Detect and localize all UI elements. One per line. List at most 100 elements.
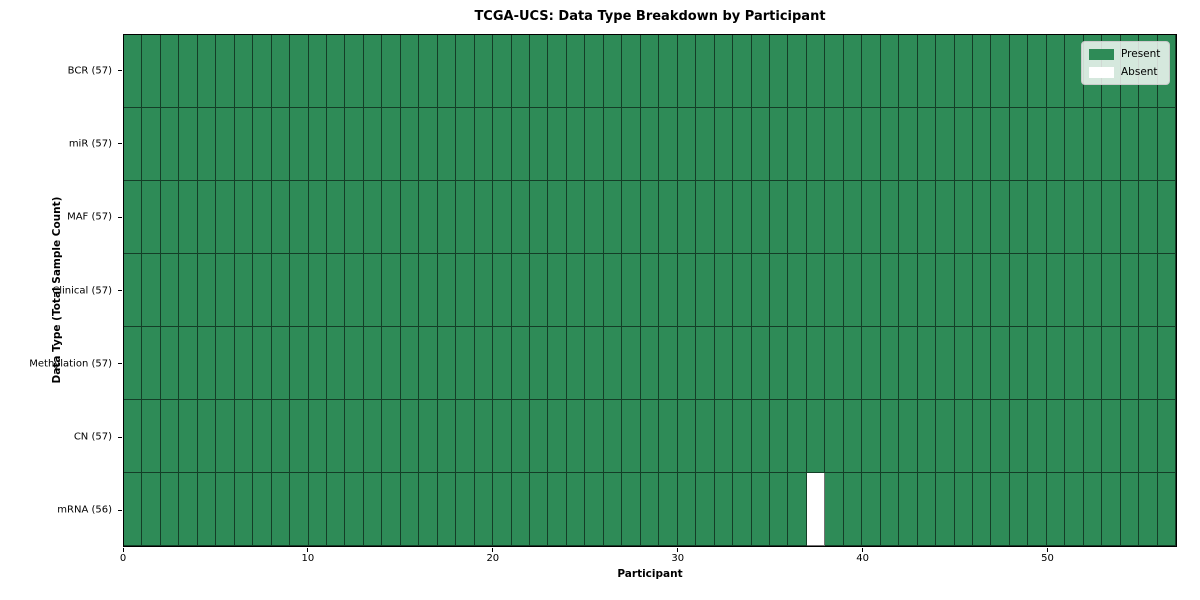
heatmap-cell [1120,473,1140,546]
heatmap-cell [622,108,641,181]
heatmap-cell [917,327,937,400]
heatmap-cell [714,108,734,181]
heatmap-cell [991,327,1010,400]
heatmap-cell [603,35,623,108]
heatmap-cell [474,473,494,546]
heatmap-cell [585,327,604,400]
heatmap-cell [936,35,955,108]
heatmap-cell [363,35,383,108]
heatmap-cell [197,181,217,254]
heatmap-cell [511,254,531,327]
heatmap-cell [677,400,697,473]
heatmap-cell [290,400,309,473]
heatmap-cell [696,108,715,181]
heatmap-cell [308,35,328,108]
heatmap-cell [1139,400,1158,473]
heatmap-cell [936,108,955,181]
x-tick-label: 50 [1041,553,1054,564]
heatmap-cell [1120,108,1140,181]
heatmap-cell [954,108,973,181]
heatmap-cell [1065,254,1084,327]
heatmap-cell [917,35,937,108]
heatmap-cell [511,327,531,400]
heatmap-cell [1157,108,1176,181]
heatmap-cell [954,473,973,546]
heatmap-cell [677,35,697,108]
heatmap-cell [806,327,826,400]
heatmap-cell [530,327,549,400]
legend-swatch-absent-icon [1089,66,1114,78]
heatmap-cell [548,35,567,108]
heatmap-cell [880,327,900,400]
heatmap-cell [659,35,678,108]
heatmap-cell [566,327,586,400]
heatmap-cell [1046,400,1066,473]
heatmap-cell [880,473,900,546]
heatmap-cell [456,400,475,473]
heatmap-cell [1065,181,1084,254]
heatmap-cell [769,473,789,546]
heatmap-cell [142,400,161,473]
heatmap-cell [1139,108,1158,181]
heatmap-cell [400,181,420,254]
heatmap-cell [991,473,1010,546]
heatmap-cell [622,327,641,400]
heatmap-cell [677,327,697,400]
legend-label-absent: Absent [1121,66,1158,78]
y-tick-mark [118,143,122,145]
heatmap-cell [1083,473,1103,546]
heatmap-cell [160,473,180,546]
heatmap-cell [1120,254,1140,327]
heatmap-cell [843,400,863,473]
heatmap-cell [843,108,863,181]
heatmap-cell [714,473,734,546]
heatmap-cell [197,327,217,400]
heatmap-cell [566,35,586,108]
heatmap-cell [936,473,955,546]
heatmap-cell [271,400,291,473]
heatmap-cell [733,473,752,546]
heatmap-cell [308,181,328,254]
heatmap-cell [603,181,623,254]
heatmap-cell [640,181,660,254]
heatmap-cell [603,108,623,181]
heatmap-cell [253,327,272,400]
heatmap-cell [124,35,143,108]
heatmap-cell [142,327,161,400]
heatmap-cell [972,254,992,327]
heatmap-cell [216,181,235,254]
heatmap-cell [917,108,937,181]
heatmap-cell [1065,473,1084,546]
heatmap-cell [788,400,807,473]
heatmap-cell [124,327,143,400]
heatmap-cell [1009,108,1029,181]
heatmap-cell [530,400,549,473]
heatmap-cell [566,400,586,473]
heatmap-cell [493,35,512,108]
heatmap-cell [290,181,309,254]
heatmap-cell [1157,400,1176,473]
heatmap-cell [1102,108,1121,181]
heatmap-cell [825,327,844,400]
heatmap-cell [327,473,346,546]
heatmap-cell [1028,108,1047,181]
heatmap-cell [548,254,567,327]
x-tick-label: 20 [486,553,500,564]
heatmap-cell [1083,254,1103,327]
heatmap-cell [1083,108,1103,181]
heatmap-cell [769,35,789,108]
heatmap-cell [234,400,254,473]
heatmap-cell [1046,327,1066,400]
heatmap-cell [825,35,844,108]
heatmap-cell [806,181,826,254]
heatmap-cell [179,400,198,473]
heatmap-cell [659,108,678,181]
heatmap-cell [880,35,900,108]
heatmap-cell [160,327,180,400]
heatmap-cell [456,35,475,108]
heatmap-cell [290,254,309,327]
heatmap-cell-absent [806,473,826,546]
heatmap-cell [1065,327,1084,400]
heatmap-cell [899,400,918,473]
